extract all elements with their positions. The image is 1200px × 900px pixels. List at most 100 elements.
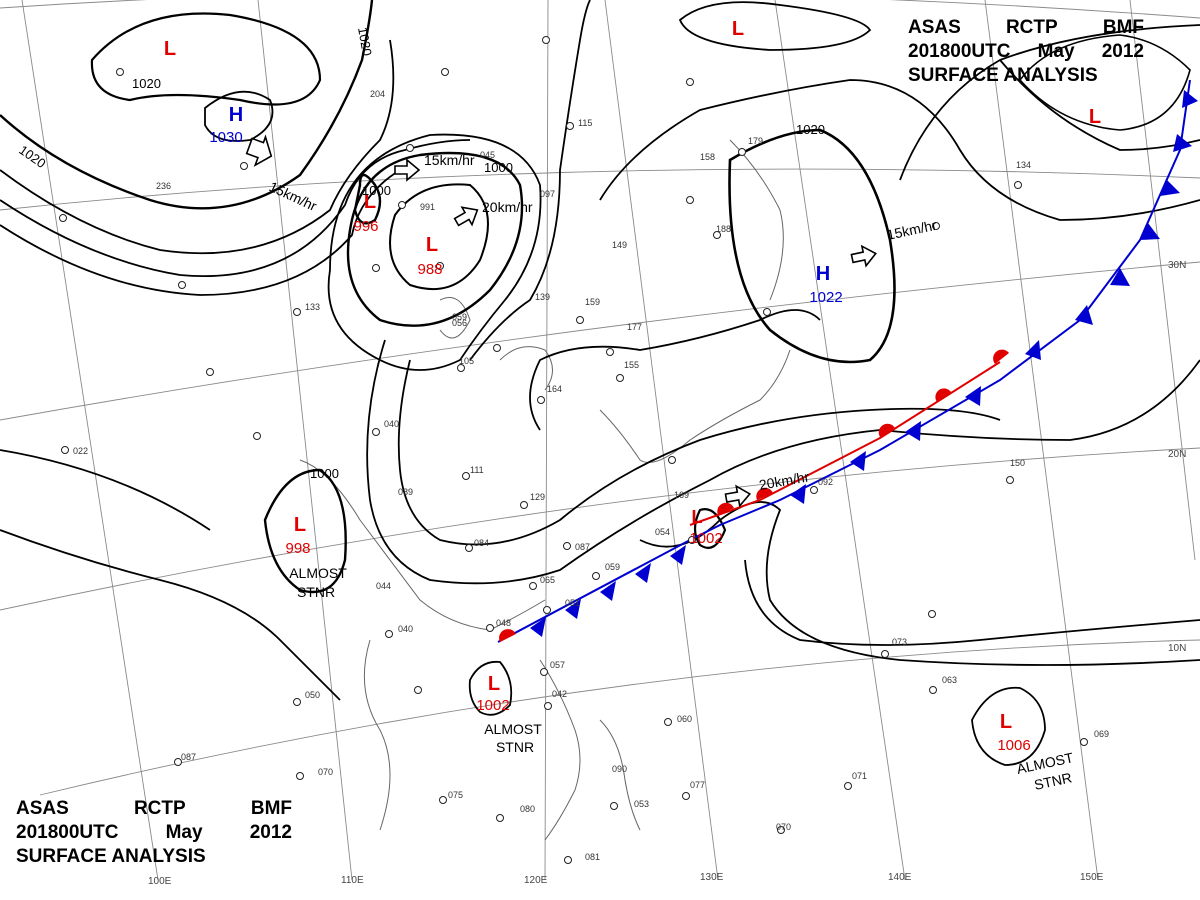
- station-number: 159: [585, 297, 600, 307]
- station-number: 236: [156, 181, 171, 191]
- station-number: 089: [398, 487, 413, 497]
- station-number: 022: [73, 446, 88, 456]
- header-row-title: SURFACE ANALYSIS: [908, 64, 1144, 88]
- station-number: 057: [550, 660, 565, 670]
- station-number: 060: [677, 714, 692, 724]
- high-value-pacific: 1022: [809, 289, 842, 306]
- station-number: 164: [547, 384, 562, 394]
- low-symbol-okinawa: L: [692, 507, 703, 527]
- axis-labels: 100E 110E 120E 130E 140E 150E 30N 20N 10…: [148, 260, 1186, 887]
- header-row-time: 201800UTC May 2012: [908, 40, 1144, 64]
- station-marks: [59, 36, 1088, 864]
- station-number: 071: [852, 771, 867, 781]
- station-number: 059: [452, 312, 467, 322]
- station-number: 051: [565, 598, 580, 608]
- isobar-label: 1000: [362, 183, 391, 198]
- longitude-label: 140E: [888, 872, 912, 883]
- station-number: 991: [420, 202, 435, 212]
- isobar-labels: 1020 1020 1020 1020 1000 1000 1000: [16, 26, 825, 481]
- station-number: 149: [612, 240, 627, 250]
- low-value-south-china-sea: 1002: [476, 697, 509, 714]
- isobar-label: 1020: [132, 76, 161, 91]
- station-labels: 236 133 022 040 089 111 129 084 087 065 …: [73, 89, 1109, 862]
- header-code-1: ASAS: [908, 17, 961, 38]
- station-number: 092: [818, 477, 833, 487]
- graticule-parallels: [0, 0, 1200, 796]
- station-number: 040: [398, 624, 413, 634]
- station-number: 069: [1094, 729, 1109, 739]
- high-symbol-northwest: H: [229, 104, 243, 126]
- station-number: 065: [540, 575, 555, 585]
- footer-year: 2012: [249, 822, 292, 843]
- footer-code-2: RCTP: [133, 798, 186, 819]
- longitude-label: 150E: [1080, 872, 1104, 883]
- coastlines: [299, 139, 791, 841]
- station-number: 081: [585, 852, 600, 862]
- station-number: 150: [1010, 458, 1025, 468]
- station-number: 111: [470, 465, 484, 475]
- station-number: 063: [942, 675, 957, 685]
- isobar-label: 1000: [310, 466, 339, 481]
- station-number: 169: [674, 490, 689, 500]
- station-number: 048: [496, 618, 511, 628]
- station-number: 045: [480, 150, 495, 160]
- longitude-label: 100E: [148, 876, 172, 887]
- header-title: SURFACE ANALYSIS: [908, 65, 1098, 86]
- cold-front: [497, 79, 1198, 643]
- low-value-west-pacific: 1006: [997, 737, 1030, 754]
- station-number: 042: [552, 689, 567, 699]
- low-symbol-manchuria: L: [426, 234, 438, 256]
- almost-label: ALMOST: [484, 721, 542, 737]
- header-year: 2012: [1101, 41, 1144, 62]
- station-number: 139: [535, 292, 550, 302]
- station-number: 070: [318, 767, 333, 777]
- low-value-manchuria: 988: [417, 261, 442, 278]
- footer-row-time: 201800UTC May 2012: [16, 821, 292, 845]
- footer-row-title: SURFACE ANALYSIS: [16, 845, 292, 869]
- footer-time: 201800UTC: [16, 822, 119, 843]
- stnr-label: STNR: [297, 584, 335, 600]
- station-number: 050: [305, 690, 320, 700]
- station-number: 087: [181, 752, 196, 762]
- motion-arrows: [245, 134, 877, 508]
- motion-label: 20km/hr: [482, 199, 533, 215]
- latitude-label: 30N: [1168, 260, 1186, 271]
- header-code-3: BMF: [1102, 17, 1144, 38]
- low-symbol-northeast-top: L: [732, 18, 744, 40]
- isobar-label: 1000: [484, 160, 513, 175]
- low-value-manchuria-west: 996: [353, 218, 378, 235]
- low-symbol-west-pacific: L: [1000, 711, 1012, 733]
- station-number: 090: [612, 764, 627, 774]
- low-symbol-south-china-sea: L: [488, 673, 500, 695]
- station-number: 155: [624, 360, 639, 370]
- station-number: 105: [459, 356, 474, 366]
- low-value-okinawa: 1002: [689, 530, 722, 547]
- station-number: 054: [655, 527, 670, 537]
- footer-month: May: [165, 822, 203, 843]
- low-symbol-north-mongolia: L: [164, 38, 176, 60]
- station-number: 204: [370, 89, 385, 99]
- footer-row-product: ASAS RCTP BMF: [16, 797, 292, 821]
- station-number: 056: [452, 318, 467, 328]
- station-number: 040: [384, 419, 399, 429]
- station-number: 188: [716, 224, 731, 234]
- station-number: 077: [690, 780, 705, 790]
- latitude-label: 10N: [1168, 643, 1186, 654]
- latitude-label: 20N: [1168, 449, 1186, 460]
- stnr-label: STNR: [1033, 769, 1074, 793]
- header-time: 201800UTC: [908, 41, 1011, 62]
- almost-label: ALMOST: [289, 565, 347, 581]
- station-number: 044: [376, 581, 391, 591]
- station-number: 129: [530, 492, 545, 502]
- station-number: 134: [1016, 160, 1031, 170]
- station-number: 133: [305, 302, 320, 312]
- station-number: 073: [892, 637, 907, 647]
- longitude-label: 120E: [524, 875, 548, 886]
- header-row-product: ASAS RCTP BMF: [908, 16, 1144, 40]
- longitude-label: 110E: [341, 875, 364, 886]
- low-symbol-manchuria-west: L: [364, 191, 376, 213]
- header-bottom: ASAS RCTP BMF 201800UTC May 2012 SURFACE…: [16, 797, 292, 869]
- warm-front: [499, 349, 1009, 642]
- longitude-label: 130E: [700, 872, 724, 883]
